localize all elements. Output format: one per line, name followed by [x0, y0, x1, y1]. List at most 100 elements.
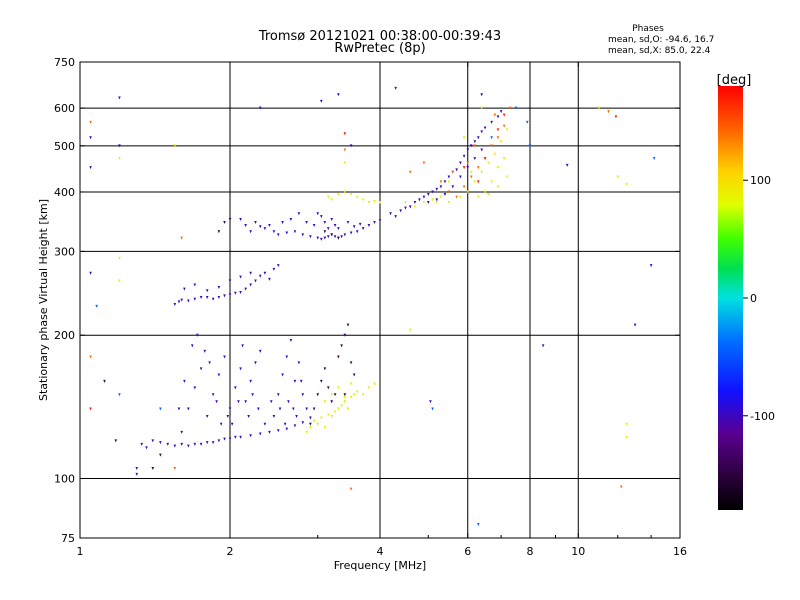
data-point [281, 373, 284, 377]
y-tick-label: 300 [54, 245, 75, 258]
data-point [499, 110, 503, 114]
data-point [625, 422, 628, 426]
data-point [462, 185, 466, 189]
data-point [159, 441, 162, 445]
data-point [118, 96, 121, 100]
y-axis-ticks: 75 100 200 300 400 500 600 750 [54, 56, 680, 545]
data-point [297, 361, 301, 365]
data-point [597, 106, 601, 110]
data-point [340, 404, 343, 408]
data-point [114, 439, 118, 443]
x-tick-label: 1 [77, 545, 84, 558]
data-point [312, 407, 316, 411]
data-point [490, 120, 493, 124]
data-point [249, 379, 252, 383]
data-point [199, 442, 203, 446]
colorbar-tick-label: -100 [750, 410, 775, 423]
data-point [330, 218, 334, 222]
data-point [451, 170, 455, 174]
data-point [352, 373, 356, 377]
data-point [367, 386, 371, 390]
data-point [177, 407, 181, 411]
data-point [330, 414, 334, 418]
data-point [418, 198, 421, 202]
data-point [496, 136, 500, 140]
data-point [349, 144, 353, 148]
data-point [272, 414, 276, 418]
data-point [254, 361, 257, 365]
data-point [166, 442, 170, 446]
data-point [337, 386, 340, 390]
data-point [487, 161, 490, 165]
data-point [352, 393, 356, 397]
data-point [223, 221, 226, 225]
data-point [239, 435, 242, 439]
data-point [480, 130, 484, 134]
data-point [278, 407, 282, 411]
data-point [316, 393, 320, 397]
data-point [413, 205, 417, 209]
data-point [309, 235, 312, 239]
x-tick-label: 6 [464, 545, 471, 558]
colorbar-label: [deg] [717, 73, 752, 88]
data-point [118, 393, 121, 397]
data-point [343, 161, 347, 165]
data-point [477, 166, 480, 170]
data-point [305, 430, 308, 434]
data-point [343, 132, 347, 136]
data-point [239, 290, 242, 294]
data-point [408, 170, 412, 174]
data-point [211, 297, 215, 301]
data-point [208, 361, 211, 365]
data-point [404, 206, 407, 210]
y-tick-label: 200 [54, 329, 75, 342]
data-point [443, 180, 447, 184]
data-point [355, 230, 359, 234]
data-point [301, 393, 305, 397]
data-point [337, 236, 340, 240]
data-point [408, 205, 412, 209]
data-point [333, 224, 337, 228]
data-point [330, 198, 334, 202]
x-tick-label: 4 [377, 545, 384, 558]
data-point [483, 190, 487, 194]
data-point [205, 296, 209, 300]
data-point [239, 218, 242, 222]
data-point [439, 195, 443, 199]
data-point [180, 236, 184, 240]
data-point [244, 400, 247, 404]
data-point [541, 344, 545, 348]
x-axis-label: Frequency [MHz] [334, 559, 426, 572]
data-point [193, 297, 197, 301]
data-point [320, 215, 323, 219]
data-point [499, 140, 503, 144]
x-axis-ticks: 1 2 4 6 8 10 16 [77, 62, 687, 558]
data-point [151, 466, 155, 470]
data-point [258, 106, 262, 110]
data-point [614, 115, 618, 119]
data-point [496, 115, 500, 119]
data-point [312, 224, 316, 228]
data-point [340, 235, 343, 239]
data-point [293, 230, 297, 234]
data-point [327, 235, 330, 239]
data-point [455, 195, 458, 199]
data-point [473, 144, 477, 148]
x-tick-label: 16 [673, 545, 687, 558]
data-point [447, 201, 451, 205]
data-point [487, 193, 490, 197]
data-point [320, 416, 323, 420]
data-point [361, 227, 365, 231]
data-point [426, 201, 430, 205]
data-point [228, 407, 232, 411]
data-point [228, 437, 232, 441]
data-point [355, 195, 359, 199]
data-point [337, 193, 340, 197]
data-point [249, 434, 252, 438]
data-point [283, 422, 287, 426]
data-point [215, 400, 218, 404]
data-point [625, 182, 628, 186]
data-point [422, 201, 426, 205]
data-point [180, 442, 184, 446]
